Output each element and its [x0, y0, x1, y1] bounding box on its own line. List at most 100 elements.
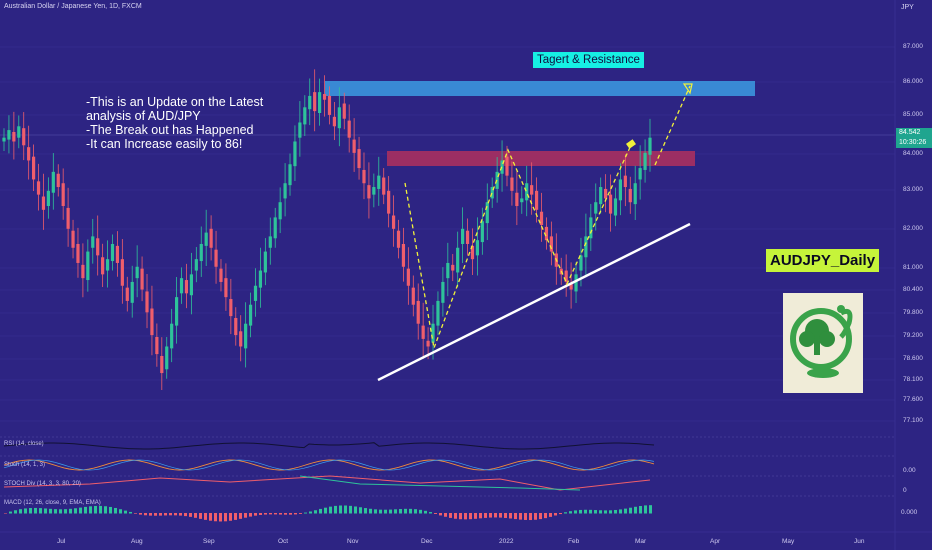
macd-bar	[619, 509, 622, 514]
x-tick-label: Aug	[131, 538, 143, 545]
candle-body	[391, 215, 396, 229]
macd-bar	[489, 513, 492, 518]
candle	[416, 283, 420, 340]
candle	[643, 139, 647, 183]
candle-body	[244, 323, 248, 349]
macd-bar	[204, 513, 207, 520]
candle-body	[372, 187, 376, 195]
macd-bar	[589, 509, 592, 514]
candle-body	[318, 92, 322, 114]
macd-bar	[634, 506, 637, 514]
stoch-div-signal	[299, 475, 581, 491]
candle	[480, 207, 484, 255]
candle-body	[22, 128, 26, 146]
macd-bar	[644, 505, 647, 514]
stoch-div-label: STOCH Div (14, 3, 3, 80, 20)	[4, 481, 81, 487]
macd-bar	[289, 513, 292, 515]
candle	[322, 75, 327, 117]
macd-bar	[24, 508, 27, 514]
candle	[584, 213, 588, 278]
y-tick-label: 80.400	[903, 286, 923, 293]
candle	[539, 192, 544, 242]
candle-body	[189, 274, 193, 296]
candle-body	[549, 236, 553, 252]
candle-body	[209, 228, 213, 248]
candle	[441, 267, 445, 317]
macd-bar	[149, 513, 152, 516]
candle-body	[322, 94, 327, 100]
candle-body	[7, 130, 11, 140]
candle-body	[436, 300, 440, 326]
candle	[199, 226, 203, 277]
candle	[303, 95, 307, 137]
macd-bar	[44, 508, 47, 514]
macd-bar	[264, 513, 267, 515]
candle-body	[56, 173, 60, 188]
candle	[263, 238, 267, 286]
candle-body	[342, 103, 346, 119]
breakout-zone	[387, 151, 695, 166]
candle	[451, 254, 455, 282]
candle-body	[303, 107, 307, 125]
macd-bar	[249, 513, 252, 517]
candle	[318, 78, 322, 126]
macd-bar	[299, 513, 302, 514]
candle-body	[12, 131, 16, 142]
rsi-label: RSI (14, close)	[4, 441, 44, 447]
candle-body	[470, 245, 475, 260]
candle-body	[510, 177, 514, 191]
y-tick-label: 77.100	[903, 417, 923, 424]
candle-body	[229, 299, 233, 317]
candle	[337, 87, 341, 147]
macd-bar	[554, 513, 557, 516]
macd-bar	[349, 505, 352, 514]
candle	[174, 277, 179, 344]
candle-body	[480, 221, 484, 243]
candle	[140, 256, 144, 302]
macd-bar	[224, 513, 227, 522]
candle-body	[387, 190, 391, 214]
candle	[342, 92, 346, 130]
candle	[101, 243, 105, 288]
macd-label: MACD (12, 26, close, 9, EMA, EMA)	[4, 500, 101, 506]
macd-bar	[134, 513, 137, 514]
candle	[56, 164, 60, 197]
macd-bar	[319, 508, 322, 514]
macd-bar	[474, 513, 477, 519]
candle	[618, 163, 623, 216]
candle-body	[155, 336, 159, 355]
macd-bar	[239, 513, 242, 519]
candle	[436, 291, 440, 336]
candle-body	[411, 287, 415, 305]
candle	[61, 168, 65, 220]
candle-body	[604, 188, 608, 199]
candle	[91, 218, 95, 264]
candle	[431, 304, 435, 360]
candle-body	[465, 230, 470, 244]
candle-body	[268, 236, 272, 248]
candle-body	[313, 92, 317, 112]
macd-bar	[54, 509, 57, 514]
macd-bar	[169, 513, 172, 516]
candle	[367, 162, 371, 219]
candle	[530, 162, 534, 215]
candle-body	[125, 287, 129, 301]
candle	[549, 221, 553, 266]
candle	[505, 145, 509, 187]
y-tick-label: 78.100	[903, 376, 923, 383]
candle-body	[110, 243, 115, 262]
candle	[594, 183, 598, 231]
macd-bar	[354, 506, 357, 514]
x-tick-label: Feb	[568, 538, 580, 545]
candle	[327, 86, 332, 125]
candle	[574, 262, 578, 304]
candle	[244, 302, 248, 368]
candle	[293, 125, 297, 181]
candle	[377, 156, 381, 206]
macd-bar	[99, 505, 102, 514]
candle	[248, 292, 253, 338]
candle-body	[184, 280, 189, 294]
macd-bar	[439, 513, 442, 516]
candle	[46, 177, 50, 219]
